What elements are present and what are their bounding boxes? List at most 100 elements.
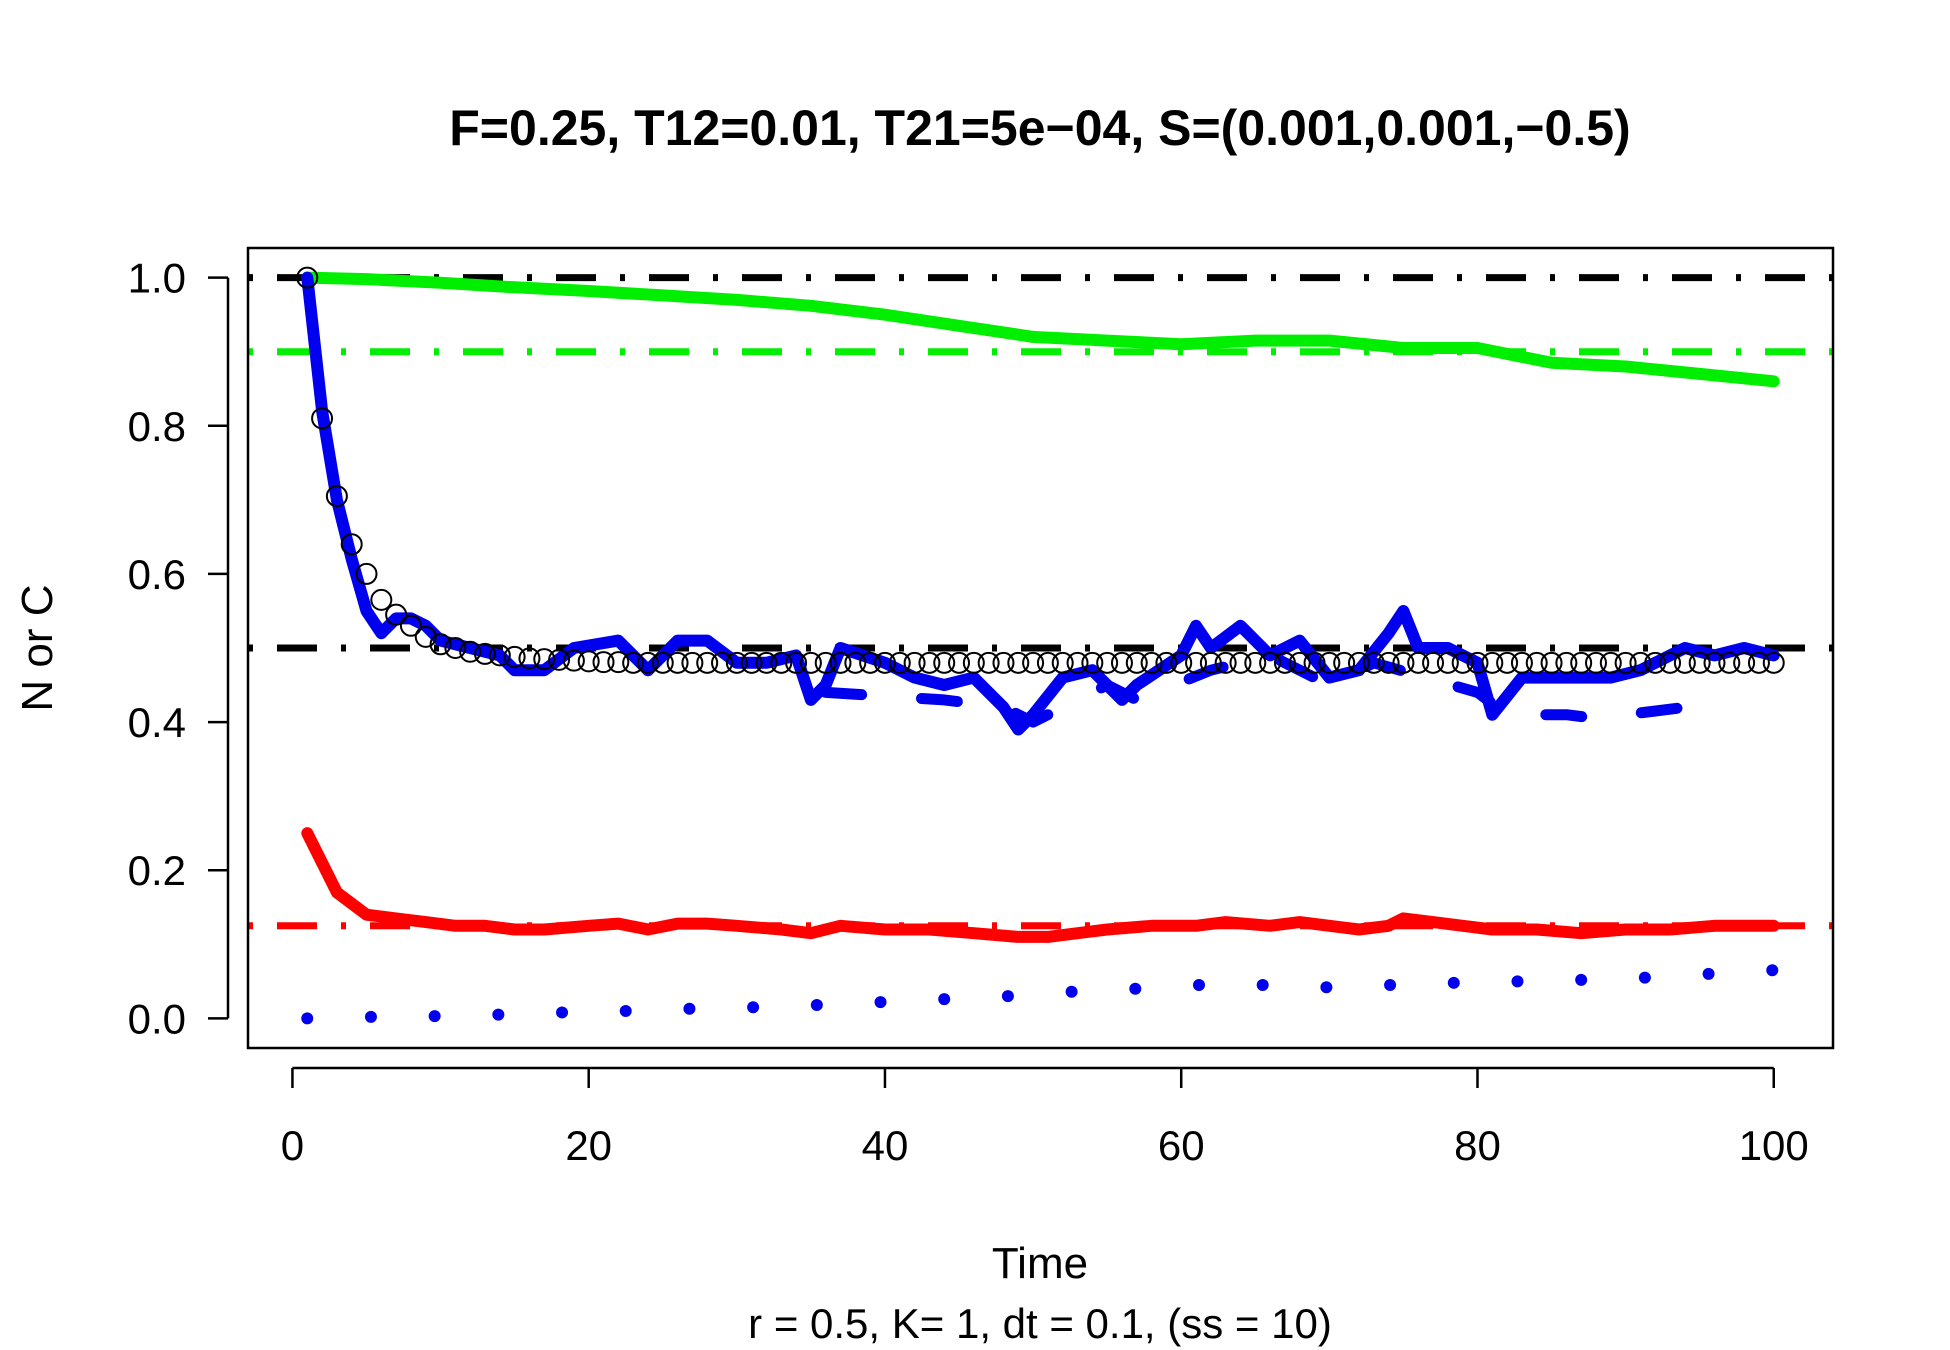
series-circle-marker <box>1288 651 1311 674</box>
series-circle-marker <box>1510 651 1533 674</box>
series-circle-marker <box>1333 651 1356 674</box>
series-circle-marker <box>1422 651 1445 674</box>
series-point <box>492 1008 505 1021</box>
series-point <box>1129 982 1142 995</box>
series-point <box>1384 979 1397 992</box>
series-circle-marker <box>355 562 378 585</box>
series-circle-marker <box>562 649 585 672</box>
series-circle-marker <box>1392 651 1415 674</box>
series-line <box>301 827 1780 943</box>
series-circle-marker <box>1140 651 1163 674</box>
y-tick-label: 0.8 <box>128 403 186 450</box>
series-circle-marker <box>859 651 882 674</box>
series-circle-marker <box>1110 651 1133 674</box>
series-circle-marker <box>696 651 719 674</box>
series-point <box>1702 967 1715 980</box>
series-point <box>556 1006 569 1019</box>
series-circle-marker <box>1229 651 1252 674</box>
x-tick-label: 100 <box>1739 1122 1809 1169</box>
series-circle-marker <box>1703 651 1726 674</box>
series-circle-marker <box>1481 651 1504 674</box>
x-tick-label: 60 <box>1158 1122 1205 1169</box>
series-point <box>1320 981 1333 994</box>
series-circle-marker <box>622 651 645 674</box>
series-circle-marker <box>1244 651 1267 674</box>
x-tick-label: 80 <box>1454 1122 1501 1169</box>
x-axis-label: Time <box>992 1239 1088 1288</box>
series-circle-marker <box>1125 651 1148 674</box>
series-circle-marker <box>370 588 393 611</box>
series-point <box>1256 979 1269 992</box>
series-circle-marker <box>740 651 763 674</box>
series-line <box>301 271 1780 736</box>
series-circle-marker <box>399 614 422 637</box>
series-point <box>810 999 823 1012</box>
series-circle-marker <box>548 648 571 671</box>
series-circle-marker <box>1407 651 1430 674</box>
series-circle-marker <box>1185 651 1208 674</box>
series-circle-marker <box>1555 651 1578 674</box>
series-circle-marker <box>829 651 852 674</box>
series-circle-marker <box>903 651 926 674</box>
series-circle-marker <box>873 651 896 674</box>
y-tick-label: 0.0 <box>128 995 186 1042</box>
series-point <box>1575 973 1588 986</box>
series-circle-marker <box>1362 651 1385 674</box>
series-point <box>1065 985 1078 998</box>
series-circle-marker <box>1599 651 1622 674</box>
series-point <box>1766 964 1779 977</box>
series-circle-marker <box>888 651 911 674</box>
series-circle-marker <box>651 651 674 674</box>
series-circle-marker <box>340 533 363 556</box>
series-circle-marker <box>814 651 837 674</box>
series-point <box>1193 979 1205 992</box>
series-circle-marker <box>444 637 467 659</box>
series-point <box>428 1010 441 1023</box>
series-circle-marker <box>1199 651 1222 674</box>
plot-frame <box>246 246 1835 1050</box>
series-circle-marker <box>414 625 437 648</box>
series-circle-marker <box>311 407 334 430</box>
series-circle-marker <box>474 642 497 665</box>
series-circle-marker <box>948 651 971 674</box>
series-circle-marker <box>1066 651 1089 674</box>
series-circle-marker <box>666 651 689 674</box>
series-circle-marker <box>711 651 734 674</box>
series-circle-marker <box>429 633 452 656</box>
series-circle-marker <box>1081 651 1104 674</box>
series-circle-marker <box>755 651 778 674</box>
series-circle-marker <box>1540 651 1563 674</box>
series-circle-marker <box>799 651 822 674</box>
x-axis: 0 20 40 60 80 100 <box>281 1066 1809 1169</box>
series-circle-marker <box>1214 651 1237 674</box>
chart-subtitle: r = 0.5, K= 1, dt = 0.1, (ss = 10) <box>748 1300 1332 1347</box>
series-circle-marker <box>592 651 615 674</box>
series-circle-marker <box>1051 651 1074 674</box>
series-dashed-line <box>820 649 1735 728</box>
series-circle-marker <box>962 651 985 674</box>
reference-lines <box>248 274 1833 930</box>
x-tick-label: 20 <box>565 1122 612 1169</box>
series-circle-marker <box>844 651 867 674</box>
series-circle-marker <box>1525 651 1548 674</box>
series-circle-marker <box>325 485 348 508</box>
series-circle-marker <box>1629 651 1652 674</box>
series-point <box>301 1012 314 1025</box>
series-circle-marker <box>296 266 319 289</box>
series-circle-marker <box>1673 651 1696 674</box>
series-circle-marker <box>607 651 630 674</box>
x-tick-label: 0 <box>281 1122 304 1169</box>
chart-title: F=0.25, T12=0.01, T21=5e−04, S=(0.001,0.… <box>449 100 1630 156</box>
y-axis-label: N or C <box>13 584 62 711</box>
series-point <box>619 1004 632 1017</box>
series-point <box>364 1010 377 1023</box>
y-tick-label: 0.4 <box>128 699 186 746</box>
series-circle-marker <box>681 651 704 674</box>
series-circle-marker <box>1644 651 1667 674</box>
series-circle-marker <box>1466 651 1489 674</box>
series-circle-marker <box>1718 651 1741 674</box>
series-point <box>1511 975 1524 988</box>
series-circle-marker <box>1036 651 1059 674</box>
series-circle-marker <box>1570 651 1593 674</box>
